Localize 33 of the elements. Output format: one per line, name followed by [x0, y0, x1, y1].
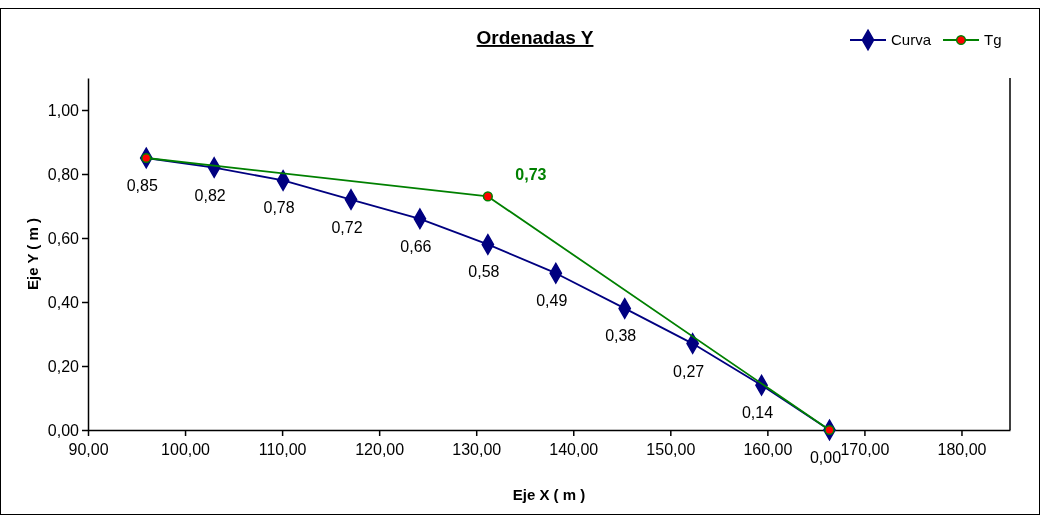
x-tick-label: 90,00 [68, 441, 109, 458]
legend-label: Curva [891, 31, 932, 48]
data-label: 0,66 [400, 237, 432, 255]
data-label: 0,72 [331, 218, 363, 236]
y-tick-label: 1,00 [47, 101, 80, 119]
legend-label: Tg [984, 31, 1002, 48]
chart-title: Ordenadas Y [476, 27, 594, 48]
x-axis-title: Eje X ( m ) [512, 486, 586, 503]
x-tick-label: 100,00 [161, 441, 211, 458]
y-tick-label: 0,40 [47, 293, 80, 311]
x-tick-label: 150,00 [646, 441, 696, 458]
data-label: 0,49 [536, 292, 568, 310]
data-label: 0,00 [809, 449, 842, 466]
x-tick-label: 170,00 [840, 441, 890, 458]
y-tick-label: 0,20 [47, 357, 80, 375]
data-label: 0,38 [605, 327, 637, 345]
y-tick-label: 0,80 [47, 165, 80, 183]
data-label: 0,27 [673, 362, 705, 380]
y-tick-label: 0,60 [47, 229, 80, 247]
x-tick-label: 130,00 [452, 441, 502, 458]
x-tick-label: 140,00 [549, 441, 599, 458]
data-label: 0,14 [741, 404, 774, 422]
x-tick-label: 180,00 [937, 441, 987, 458]
data-label: 0,85 [126, 177, 158, 194]
x-tick-label: 160,00 [743, 441, 793, 458]
y-axis-title: Eje Y ( m ) [24, 218, 41, 290]
data-label: 0,82 [194, 186, 226, 204]
data-label: 0,78 [263, 199, 295, 217]
x-tick-label: 110,00 [258, 441, 307, 458]
y-tick-label: 0,00 [47, 421, 80, 439]
data-label: 0,73 [515, 166, 547, 184]
data-label: 0,58 [468, 263, 500, 281]
x-tick-label: 120,00 [355, 441, 405, 458]
